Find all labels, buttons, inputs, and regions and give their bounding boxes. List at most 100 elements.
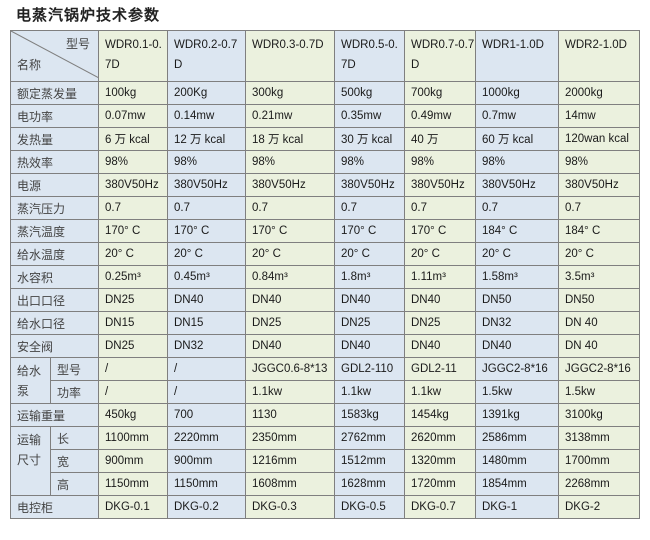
value-cell: 20° C [167, 242, 246, 266]
value-cell: 0.7 [98, 196, 168, 220]
value-cell: 40 万 [404, 127, 476, 151]
value-cell: 380V50Hz [334, 173, 405, 197]
value-cell: / [98, 357, 168, 381]
value-cell: 380V50Hz [558, 173, 640, 197]
value-cell: 170° C [98, 219, 168, 243]
value-cell: 1100mm [98, 426, 168, 450]
value-cell: 0.25m³ [98, 265, 168, 289]
table-row: 功率 //1.1kw 1.1kw 1.1kw 1.5kw 1.5kw [11, 380, 640, 404]
row-label: 热效率 [10, 150, 99, 174]
value-cell: 1.8m³ [334, 265, 405, 289]
value-cell: 3138mm [558, 426, 640, 450]
value-cell: 98% [558, 150, 640, 174]
table-row: 安全阀 DN25 DN32 DN40 DN40 DN40 DN40 DN 40 [10, 334, 640, 358]
value-cell: DN40 [245, 288, 335, 312]
table-row: 热效率 98% 98% 98% 98% 98% 98% 98% [10, 150, 640, 174]
value-cell: 3100kg [558, 403, 640, 427]
table-row: 额定蒸发量 100kg 200Kg 300kg 500kg 700kg 1000kg 2000… [10, 81, 640, 105]
value-cell: 2762mm [334, 426, 405, 450]
value-cell: DKG-0.5 [334, 495, 405, 519]
value-cell: 700kg [404, 81, 476, 105]
value-cell: 2586mm [475, 426, 559, 450]
value-cell: 98% [167, 150, 246, 174]
value-cell: 500kg [334, 81, 405, 105]
row-label: 电控柜 [10, 495, 99, 519]
value-cell: 1583kg [334, 403, 405, 427]
value-cell: 0.7 [245, 196, 335, 220]
row-label: 出口口径 [10, 288, 99, 312]
value-cell: 380V50Hz [475, 173, 559, 197]
value-cell: 3.5m³ [558, 265, 640, 289]
value-cell: 1216mm [245, 449, 335, 473]
value-cell: DN32 [475, 311, 559, 335]
value-cell: DN25 [98, 334, 168, 358]
row-label: 电功率 [10, 104, 99, 128]
model-header: WDR1-1.0D [475, 30, 559, 82]
value-cell: 2268mm [558, 472, 640, 496]
row-label: 电源 [10, 173, 99, 197]
value-cell: 1.1kw [404, 380, 476, 404]
page-title: 电蒸汽锅炉技术参数 [16, 6, 161, 24]
value-cell: 1150mm [167, 472, 246, 496]
row-label: 额定蒸发量 [10, 81, 99, 105]
row-label: 给水口径 [10, 311, 99, 335]
value-cell: DKG-0.1 [98, 495, 168, 519]
value-cell: 1720mm [404, 472, 476, 496]
value-cell: 1.5kw [475, 380, 559, 404]
corner-name-label: 名称 [17, 58, 42, 72]
value-cell: GDL2-11 [404, 357, 476, 381]
value-cell: DN50 [558, 288, 640, 312]
value-cell: 184° C [475, 219, 559, 243]
value-cell: 14mw [558, 104, 640, 128]
value-cell: 1454kg [404, 403, 476, 427]
row-label: 发热量 [10, 127, 99, 151]
value-cell: 380V50Hz [245, 173, 335, 197]
value-cell: DN25 [98, 288, 168, 312]
value-cell: 380V50Hz [404, 173, 476, 197]
value-cell: 98% [245, 150, 335, 174]
value-cell: 1512mm [334, 449, 405, 473]
value-cell: DKG-2 [558, 495, 640, 519]
value-cell: DN32 [167, 334, 246, 358]
value-cell: DN 40 [558, 311, 640, 335]
table-row: 电控柜 DKG-0.1 DKG-0.2 DKG-0.3 DKG-0.5 DKG-0.7 DK… [10, 495, 640, 519]
value-cell: 1854mm [475, 472, 559, 496]
diagonal-divider [11, 31, 98, 78]
value-cell: DN40 [475, 334, 559, 358]
row-label: 长 [50, 426, 99, 450]
table-row: 给水泵 型号 / / JGGC0.6-8*13 GDL2-110 GDL2-11 JGGC2-… [10, 357, 640, 404]
value-cell: 1608mm [245, 472, 335, 496]
value-cell: 1000kg [475, 81, 559, 105]
value-cell: 6 万 kcal [98, 127, 168, 151]
value-cell: 1.11m³ [404, 265, 476, 289]
model-header: WDR0.7-0.7D [404, 30, 476, 82]
value-cell: 900mm [98, 449, 168, 473]
table-row: 高 1150mm 1150mm 1608mm 1628mm 1720mm 1854mm 226… [11, 472, 640, 496]
table-row: 蒸汽压力 0.7 0.7 0.7 0.7 0.7 0.7 0.7 [10, 196, 640, 220]
value-cell: 450kg [98, 403, 168, 427]
row-label: 给水温度 [10, 242, 99, 266]
table-row: 电源 380V50Hz 380V50Hz 380V50Hz 380V50Hz 380V50… [10, 173, 640, 197]
table-row: 运输尺寸长 1100mm 2220mm 2350mm 2762mm 2620mm 2586m… [10, 426, 640, 496]
value-cell: DN40 [404, 288, 476, 312]
value-cell: 0.21mw [245, 104, 335, 128]
value-cell: 1391kg [475, 403, 559, 427]
value-cell: 120wan kcal [558, 127, 640, 151]
row-label: 型号 [50, 357, 99, 381]
value-cell: 184° C [558, 219, 640, 243]
value-cell: 20° C [334, 242, 405, 266]
value-cell: 1.58m³ [475, 265, 559, 289]
value-cell: 300kg [245, 81, 335, 105]
value-cell: DN40 [334, 288, 405, 312]
value-cell: DN25 [334, 311, 405, 335]
value-cell: 1700mm [558, 449, 640, 473]
value-cell: 0.7 [167, 196, 246, 220]
value-cell: 2620mm [404, 426, 476, 450]
row-label: 宽 [50, 449, 99, 473]
value-cell: 0.7 [404, 196, 476, 220]
value-cell: 1628mm [334, 472, 405, 496]
value-cell: 0.7 [558, 196, 640, 220]
table-row: 蒸汽温度 170° C 170° C 170° C 170° C 170° C 184° C… [10, 219, 640, 243]
value-cell: 170° C [245, 219, 335, 243]
value-cell: 2000kg [558, 81, 640, 105]
